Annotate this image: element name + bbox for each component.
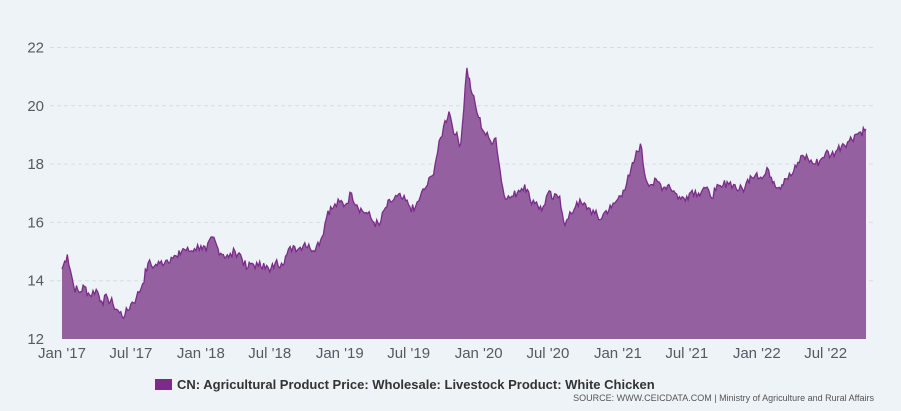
y-tick-label: 18 — [27, 156, 44, 173]
x-tick-label: Jan '19 — [316, 345, 364, 362]
y-tick-label: 16 — [27, 214, 44, 231]
y-tick-label: 12 — [27, 331, 44, 348]
x-tick-label: Jul '18 — [248, 345, 291, 362]
x-tick-label: Jul '20 — [526, 345, 569, 362]
x-tick-label: Jan '22 — [733, 345, 781, 362]
x-tick-label: Jan '18 — [177, 345, 225, 362]
x-tick-label: Jan '17 — [38, 345, 86, 362]
legend[interactable]: CN: Agricultural Product Price: Wholesal… — [155, 377, 655, 392]
series-area — [62, 67, 866, 340]
x-tick-label: Jul '22 — [804, 345, 847, 362]
y-tick-label: 14 — [27, 273, 44, 290]
x-tick-label: Jan '21 — [594, 345, 642, 362]
source-credit: SOURCE: WWW.CEICDATA.COM | Ministry of A… — [573, 393, 874, 403]
series-line — [61, 67, 867, 320]
y-tick-label: 20 — [27, 98, 44, 115]
y-axis: 12 14 16 18 20 22 — [27, 39, 44, 348]
y-tick-label: 22 — [27, 39, 44, 56]
x-axis: Jan '17 Jul '17 Jan '18 Jul '18 Jan '19 Jul '… — [38, 345, 847, 362]
x-tick-label: Jul '19 — [387, 345, 430, 362]
x-tick-label: Jul '17 — [109, 345, 152, 362]
chart-plot: 12 14 16 18 20 22 Jan '17 Jul '17 Jan '18 Jul '1… — [27, 39, 876, 362]
legend-swatch — [155, 379, 172, 390]
legend-label: CN: Agricultural Product Price: Wholesal… — [177, 377, 655, 392]
x-tick-label: Jul '21 — [665, 345, 708, 362]
x-tick-label: Jan '20 — [455, 345, 503, 362]
